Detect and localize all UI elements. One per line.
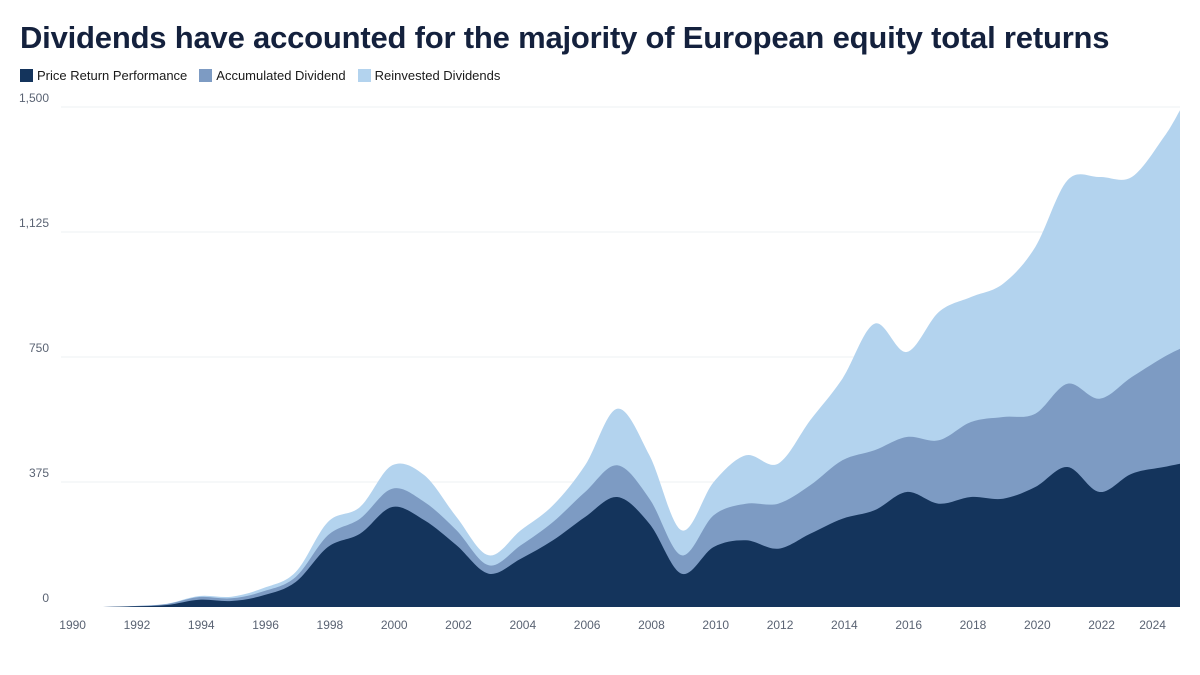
x-tick-label: 2000	[381, 618, 408, 632]
x-tick-label: 2010	[702, 618, 729, 632]
x-tick-label: 2014	[831, 618, 858, 632]
y-tick-label: 1,125	[19, 216, 49, 230]
x-tick-label: 1996	[252, 618, 279, 632]
y-tick-label: 375	[29, 466, 49, 480]
x-tick-label: 2002	[445, 618, 472, 632]
x-tick-label: 1998	[317, 618, 344, 632]
x-tick-label: 2024	[1139, 618, 1166, 632]
x-tick-label: 2022	[1088, 618, 1115, 632]
x-tick-label: 2006	[574, 618, 601, 632]
x-tick-label: 1992	[124, 618, 151, 632]
legend-label-price-return: Price Return Performance	[37, 68, 188, 83]
x-tick-label: 2018	[960, 618, 987, 632]
x-tick-label: 2020	[1024, 618, 1051, 632]
legend-item-reinvested-dividends[interactable]: Reinvested Dividends	[357, 68, 501, 83]
legend-swatch-reinvested-dividends	[357, 69, 371, 82]
legend-item-price-return[interactable]: Price Return Performance	[20, 68, 187, 83]
legend-swatch-price-return	[20, 69, 33, 82]
y-axis-ticks: 0 375 750 1,125 1,500	[19, 91, 49, 605]
x-tick-label: 2004	[509, 618, 536, 632]
x-tick-label: 2008	[638, 618, 665, 632]
y-tick-label: 750	[29, 341, 49, 355]
legend-label-accumulated-dividend: Accumulated Dividend	[216, 68, 346, 83]
legend-swatch-accumulated-dividend	[199, 69, 213, 82]
y-tick-label: 1,500	[19, 91, 49, 105]
stacked-areas	[70, 110, 1181, 608]
area-price-return	[70, 463, 1181, 607]
x-tick-label: 1990	[59, 618, 86, 632]
x-tick-label: 2016	[895, 618, 922, 632]
chart-title: Dividends have accounted for the majorit…	[20, 20, 1110, 55]
legend-item-accumulated-dividend[interactable]: Accumulated Dividend	[199, 68, 346, 83]
chart-legend: Price Return Performance Accumulated Div…	[20, 68, 500, 83]
legend-label-reinvested-dividends: Reinvested Dividends	[374, 68, 501, 83]
y-tick-label: 0	[42, 591, 49, 605]
x-tick-label: 2012	[767, 618, 794, 632]
x-tick-label: 1994	[188, 618, 215, 632]
x-axis-ticks: 1990 1992 1994 1996 1998 2000 2002 2004 2006 2008…	[59, 618, 1166, 632]
